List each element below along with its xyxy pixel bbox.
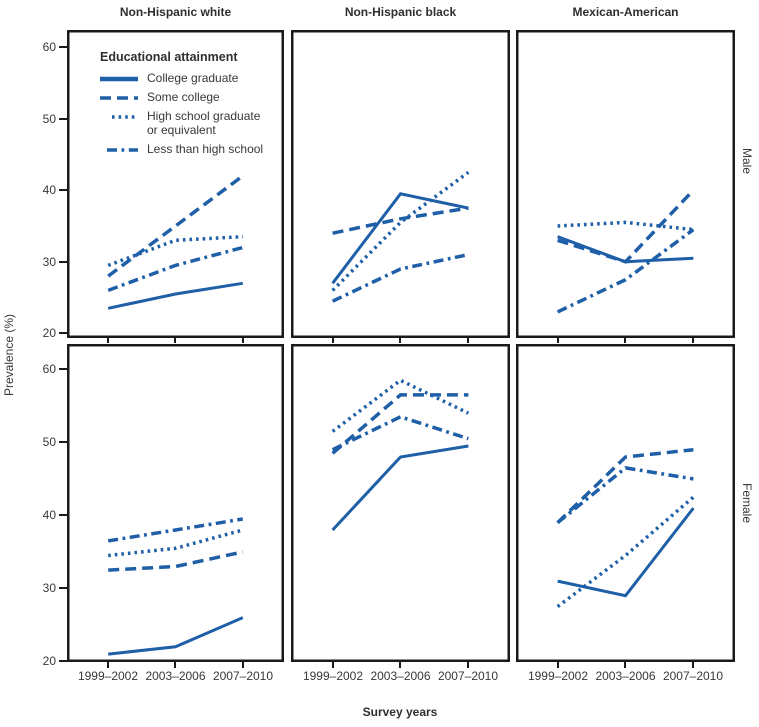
legend-item-less-than-hs: Less than high school [100,142,290,156]
x-tick-mark [692,338,694,343]
y-tick-mark [59,118,67,120]
x-tick-mark [557,338,559,343]
y-tick-label: 40 [42,508,56,522]
panel-male-non-hispanic-black [291,30,510,338]
x-tick-label: 2007–2010 [662,669,724,683]
legend-label: College graduate [147,71,239,85]
legend: Educational attainment College graduate … [100,50,290,161]
y-tick-mark [59,660,67,662]
x-tick-mark [624,662,626,668]
y-tick-label: 20 [42,326,56,340]
y-tick-mark [59,368,67,370]
x-tick-mark [242,662,244,668]
x-tick-mark [242,338,244,343]
panel-female-mexican-american [516,344,735,662]
panel-female-non-hispanic-white [67,344,284,662]
x-tick-mark [332,662,334,668]
y-axis-title: Prevalence (%) [2,313,16,396]
legend-item-hs-graduate: High school graduate or equivalent [100,109,290,137]
y-tick-mark [59,441,67,443]
x-tick-mark [332,338,334,343]
panel-female-non-hispanic-black [291,344,510,662]
x-tick-mark [174,338,176,343]
dashed-line-swatch-icon [100,96,138,100]
y-tick-mark [59,587,67,589]
x-tick-label: 1999–2002 [527,669,589,683]
y-tick-label: 50 [42,435,56,449]
x-tick-mark [174,662,176,668]
legend-label: Less than high school [147,142,264,156]
x-tick-mark [399,662,401,668]
x-tick-label: 2003–2006 [370,669,431,683]
column-title-non-hispanic-black: Non-Hispanic black [344,5,457,19]
x-tick-mark [692,662,694,668]
y-tick-label: 30 [42,255,56,269]
x-tick-mark [467,338,469,343]
x-tick-mark [557,662,559,668]
x-tick-label: 2003–2006 [595,669,656,683]
x-axis-title: Survey years [362,705,438,719]
x-tick-label: 1999–2002 [302,669,364,683]
x-tick-mark [467,662,469,668]
y-tick-mark [59,332,67,334]
x-tick-mark [107,662,109,668]
dotted-line-swatch-icon [112,115,138,119]
y-tick-label: 20 [42,654,56,668]
y-tick-label: 40 [42,183,56,197]
x-tick-label: 2007–2010 [437,669,499,683]
y-tick-label: 50 [42,112,56,126]
x-tick-label: 1999–2002 [77,669,139,683]
dashdot-line-swatch-icon [107,148,138,152]
legend-title: Educational attainment [100,50,238,64]
y-tick-mark [59,261,67,263]
legend-item-college-graduate: College graduate [100,71,290,85]
x-tick-mark [107,338,109,343]
y-tick-mark [59,46,67,48]
row-label-male: Male [740,148,754,175]
legend-label: Some college [147,90,220,104]
x-tick-label: 2003–2006 [145,669,206,683]
panel-male-mexican-american [516,30,735,338]
legend-item-some-college: Some college [100,90,290,104]
x-tick-mark [624,338,626,343]
row-label-female: Female [740,483,754,524]
column-title-mexican-american: Mexican-American [572,5,679,19]
y-tick-label: 60 [42,40,56,54]
y-tick-mark [59,514,67,516]
x-tick-mark [399,338,401,343]
y-tick-label: 60 [42,362,56,376]
panel-male-non-hispanic-white [67,30,284,338]
legend-label: High school graduate or equivalent [147,109,261,137]
y-tick-label: 30 [42,581,56,595]
column-title-non-hispanic-white: Non-Hispanic white [119,5,232,19]
solid-line-swatch-icon [100,76,138,82]
y-tick-mark [59,189,67,191]
x-tick-label: 2007–2010 [212,669,274,683]
